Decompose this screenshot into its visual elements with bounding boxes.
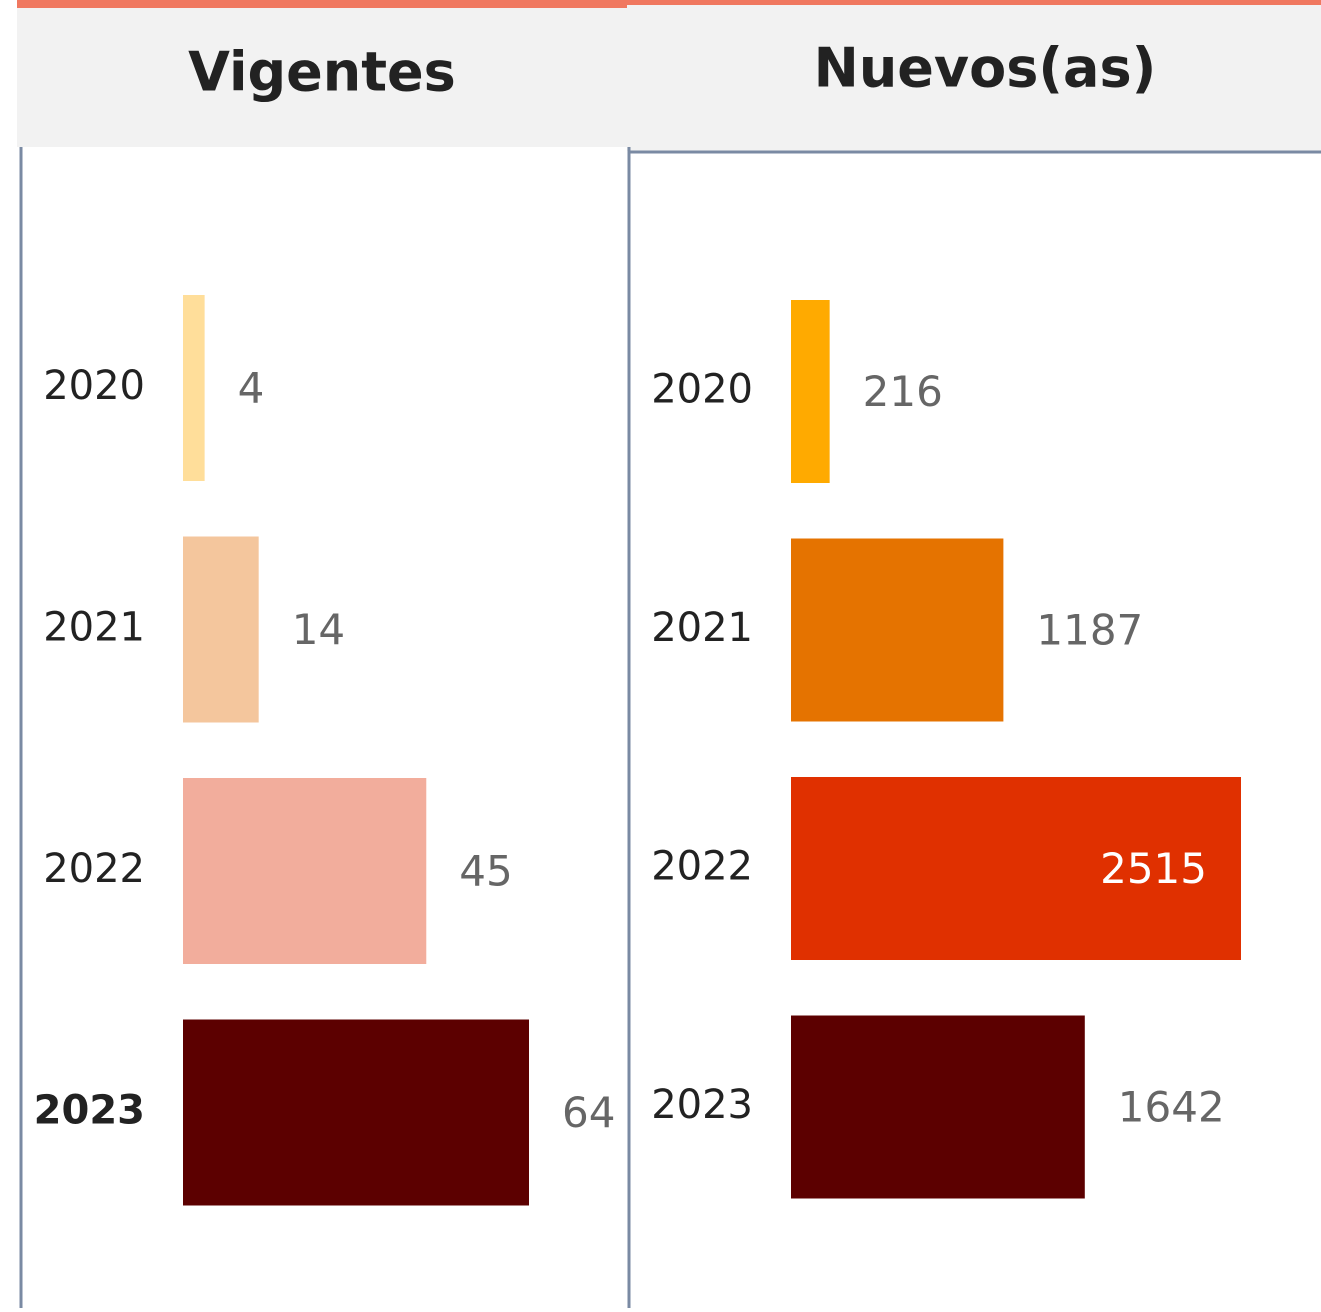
value-label: 45 [459, 847, 512, 896]
value-label: 4 [238, 364, 265, 413]
header-bg [17, 0, 627, 147]
value-label: 216 [863, 367, 943, 416]
bar [791, 777, 1241, 960]
category-label: 2020 [43, 363, 145, 409]
bar [183, 295, 205, 481]
category-label: 2020 [651, 367, 753, 413]
panel-title: Nuevos(as) [814, 37, 1157, 100]
bar [183, 1019, 529, 1206]
category-label: 2023 [651, 1082, 753, 1128]
category-label: 2023 [34, 1088, 145, 1134]
value-label: 14 [292, 605, 345, 654]
bar [791, 300, 830, 483]
bar [183, 778, 427, 964]
value-label: 64 [562, 1088, 615, 1137]
panel-title: Vigentes [188, 41, 456, 104]
value-label: 1642 [1118, 1083, 1225, 1132]
bar [183, 536, 259, 723]
category-label: 2021 [651, 605, 753, 651]
value-label: 2515 [1100, 844, 1207, 893]
header-bg [627, 0, 1321, 151]
bar [791, 538, 1004, 722]
header-accent [17, 0, 627, 8]
bar [791, 1015, 1085, 1199]
category-label: 2022 [43, 846, 145, 892]
header-accent [627, 0, 1321, 5]
value-label: 1187 [1036, 606, 1143, 655]
category-label: 2021 [43, 605, 145, 651]
category-label: 2022 [651, 844, 753, 890]
